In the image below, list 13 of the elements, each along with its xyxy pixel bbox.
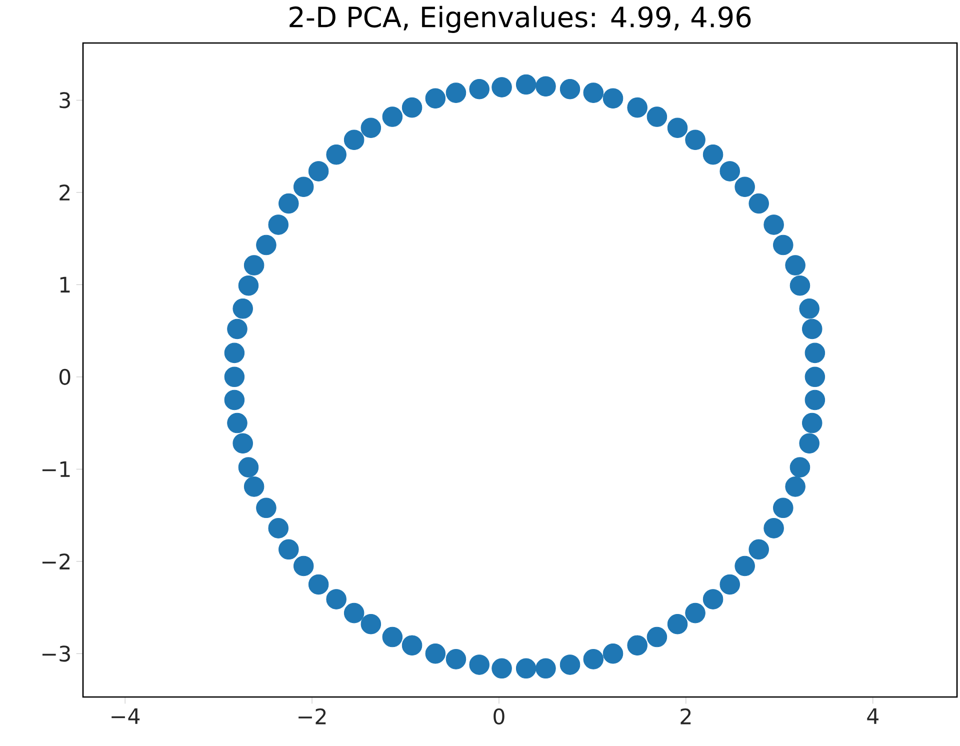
y-tick-label: 0 [59,368,70,385]
x-tick-label: −4 [112,708,140,724]
y-tick-label: 3 [60,92,70,108]
x-tick-label: 4 [867,708,878,724]
y-tick-label: −2 [42,553,70,570]
x-tick-label: 2 [680,708,691,724]
x-tick-label: −2 [298,708,326,724]
y-tick-label: 1 [60,276,70,292]
y-tick-label: −3 [42,646,70,662]
y-tick-label: −1 [42,461,70,477]
chart-title: 2-D PCA, Eigenvalues: 4.99, 4.96 [290,6,751,34]
x-tick-label: 0 [494,708,504,725]
y-tick-label: 2 [60,184,70,200]
